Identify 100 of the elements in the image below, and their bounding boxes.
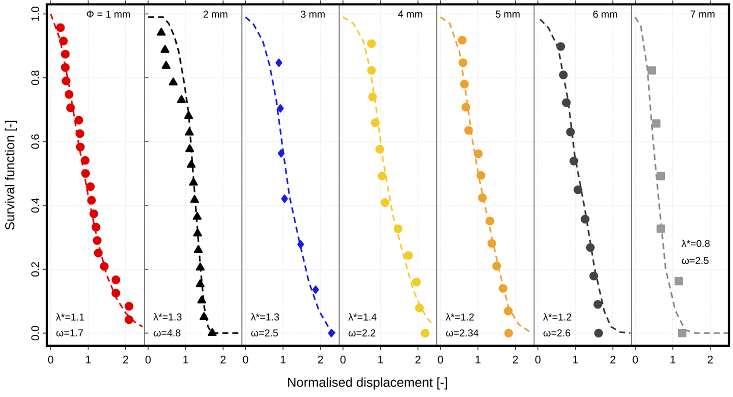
y-tick-label: 0.8 <box>31 70 40 86</box>
point <box>492 262 502 271</box>
annotation: Φ = 1 mm <box>86 10 130 18</box>
point <box>458 36 467 45</box>
x-tick-label: 1 <box>670 356 676 364</box>
x-tick-label: 0 <box>48 356 54 364</box>
point <box>380 198 390 208</box>
point <box>312 286 319 294</box>
point <box>504 328 514 338</box>
point <box>556 42 566 51</box>
annotation: ω=2.5 <box>682 257 709 264</box>
point <box>208 328 217 336</box>
point <box>648 66 656 75</box>
point <box>574 185 582 194</box>
annotation: ω=2.6 <box>544 329 570 337</box>
x-tick-label: 2 <box>220 356 226 364</box>
point <box>60 63 70 72</box>
point <box>60 50 70 59</box>
point <box>184 128 194 136</box>
point <box>656 224 665 234</box>
point <box>89 209 98 218</box>
point <box>124 315 134 324</box>
point <box>558 70 568 80</box>
point <box>458 58 468 68</box>
point <box>196 262 205 271</box>
point <box>486 216 494 226</box>
point <box>192 212 202 220</box>
point <box>92 222 100 232</box>
point <box>464 126 473 135</box>
annotation: λ*=1.3 <box>153 313 182 321</box>
point <box>162 61 171 69</box>
point <box>124 302 134 311</box>
point <box>589 272 598 280</box>
x-tick-label: 0 <box>340 356 346 364</box>
x-axis-title: Normalised displacement [-] <box>288 377 447 390</box>
point <box>112 288 120 298</box>
point <box>415 304 424 312</box>
x-tick-label: 1 <box>573 356 578 364</box>
y-tick-label: 0.2 <box>31 262 40 277</box>
point <box>412 278 421 287</box>
point <box>112 276 120 284</box>
point <box>196 279 205 288</box>
point <box>476 171 486 180</box>
point <box>368 92 377 102</box>
point <box>189 178 198 186</box>
point <box>277 104 284 113</box>
x-tick-label: 0 <box>242 356 248 364</box>
point <box>193 228 202 236</box>
point <box>190 195 200 203</box>
point <box>276 58 282 68</box>
y-tick-label: 1.0 <box>31 6 40 21</box>
annotation: ω=2.34 <box>446 329 478 337</box>
x-tick-label: 2 <box>610 356 616 364</box>
point <box>278 149 285 158</box>
point <box>200 312 208 320</box>
annotation: ω=1.7 <box>56 330 83 336</box>
annotation: λ*=1.3 <box>250 313 279 321</box>
annotation: 2 mm <box>203 10 228 18</box>
annotation: 5 mm <box>496 10 520 18</box>
x-tick-label: 2 <box>708 356 713 364</box>
annotation: λ*=1.4 <box>348 313 377 321</box>
x-tick-label: 2 <box>512 356 518 364</box>
point <box>652 119 660 128</box>
x-tick-label: 1 <box>280 356 286 364</box>
annotation: 7 mm <box>690 10 714 18</box>
point <box>504 306 513 316</box>
point <box>74 116 84 125</box>
point <box>462 102 470 112</box>
y-tick-label: 0.0 <box>31 326 40 340</box>
point <box>160 45 170 53</box>
point <box>328 329 335 338</box>
point <box>678 329 686 338</box>
annotation: 4 mm <box>398 10 422 18</box>
annotation: λ*=1.2 <box>543 313 572 321</box>
x-tick-label: 2 <box>415 356 420 364</box>
point <box>478 193 487 202</box>
point <box>76 129 84 138</box>
annotation: λ*=1.2 <box>446 313 474 321</box>
x-tick-label: 0 <box>146 356 151 364</box>
point <box>186 160 196 168</box>
point <box>370 118 380 128</box>
y-tick-label: 0.6 <box>31 134 40 149</box>
x-tick-label: 2 <box>318 356 324 364</box>
point <box>87 196 96 205</box>
annotation: ω=4.8 <box>154 329 180 337</box>
point <box>460 80 469 89</box>
point <box>81 169 90 178</box>
point <box>367 39 376 48</box>
x-tick-label: 2 <box>123 356 128 364</box>
point <box>674 276 683 286</box>
point <box>656 172 665 180</box>
annotation: λ*=0.8 <box>682 240 710 248</box>
point <box>569 156 578 166</box>
point <box>297 240 304 249</box>
point <box>562 98 571 108</box>
point <box>156 28 166 36</box>
point <box>378 172 386 181</box>
annotation: ω=2.2 <box>348 329 376 337</box>
point <box>593 300 602 309</box>
annotation: λ*=1.1 <box>56 313 84 321</box>
